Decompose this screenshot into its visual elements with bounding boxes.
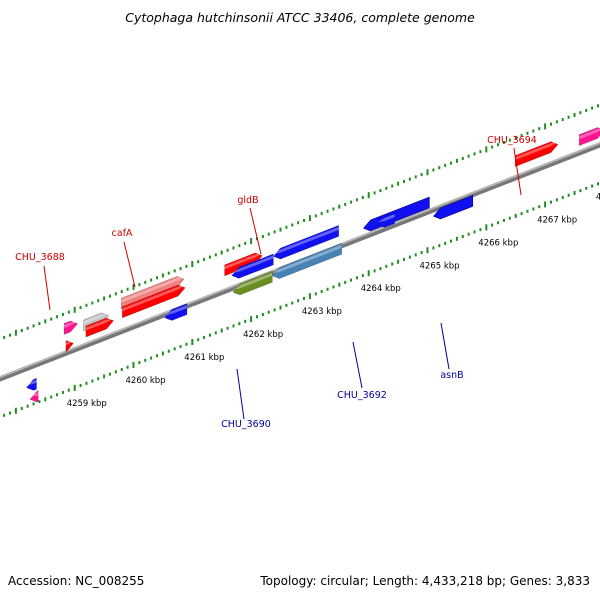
gene-arrow-r7 (271, 242, 342, 279)
topology-text: Topology: circular; Length: 4,433,218 bp… (260, 574, 590, 588)
scale-label: 4268 kbp (596, 192, 600, 202)
scale-label: 4260 kbp (126, 376, 166, 386)
gene-arrow-f5 (120, 276, 185, 310)
gene-label: CHU_3688 (15, 252, 65, 263)
gene-label: asnB (440, 370, 463, 381)
genome-title: Cytophaga hutchinsonii ATCC 33406, compl… (125, 10, 475, 25)
scale-label: 4266 kbp (478, 238, 518, 248)
gene-arrow-f3 (85, 317, 114, 338)
gene-arrow-r3 (164, 303, 188, 321)
scale-label: 4267 kbp (537, 215, 577, 225)
gene-arrow-f10 (578, 127, 600, 146)
gene-arrow-f4 (65, 340, 74, 353)
gene-arrow-f6 (122, 284, 186, 319)
scale-label: 4265 kbp (420, 261, 460, 271)
gene-arrow-f9 (514, 141, 559, 167)
label-leader-line (513, 147, 522, 196)
gene-label: CHU_3690 (221, 419, 271, 430)
gene-arrow-r2 (29, 390, 39, 403)
scale-label: 4264 kbp (361, 284, 401, 294)
scale-label: 4261 kbp (184, 353, 224, 363)
gene-arrow-r6 (232, 270, 273, 296)
accession-text: Accession: NC_008255 (8, 574, 145, 588)
gene-label: gldB (237, 195, 258, 206)
scale-label: 4263 kbp (302, 307, 342, 317)
gene-arrow-r5 (272, 225, 339, 260)
gene-label: CHU_3692 (337, 390, 387, 401)
gene-arrow-f1 (63, 320, 79, 335)
label-leader-line (249, 207, 262, 255)
label-leader-line (43, 265, 51, 311)
gene-label: cafA (112, 228, 133, 239)
label-leader-line (236, 368, 245, 420)
scale-label: 4259 kbp (67, 399, 107, 409)
label-leader-line (440, 322, 450, 370)
gene-arrow-r8 (377, 212, 395, 228)
label-leader-line (352, 341, 363, 389)
gene-arrow-r4 (231, 253, 274, 279)
scale-label: 4262 kbp (243, 330, 283, 340)
gene-arrow-r1 (26, 377, 37, 391)
label-leader-line (123, 241, 136, 288)
gene-label: CHU_3694 (487, 135, 537, 146)
